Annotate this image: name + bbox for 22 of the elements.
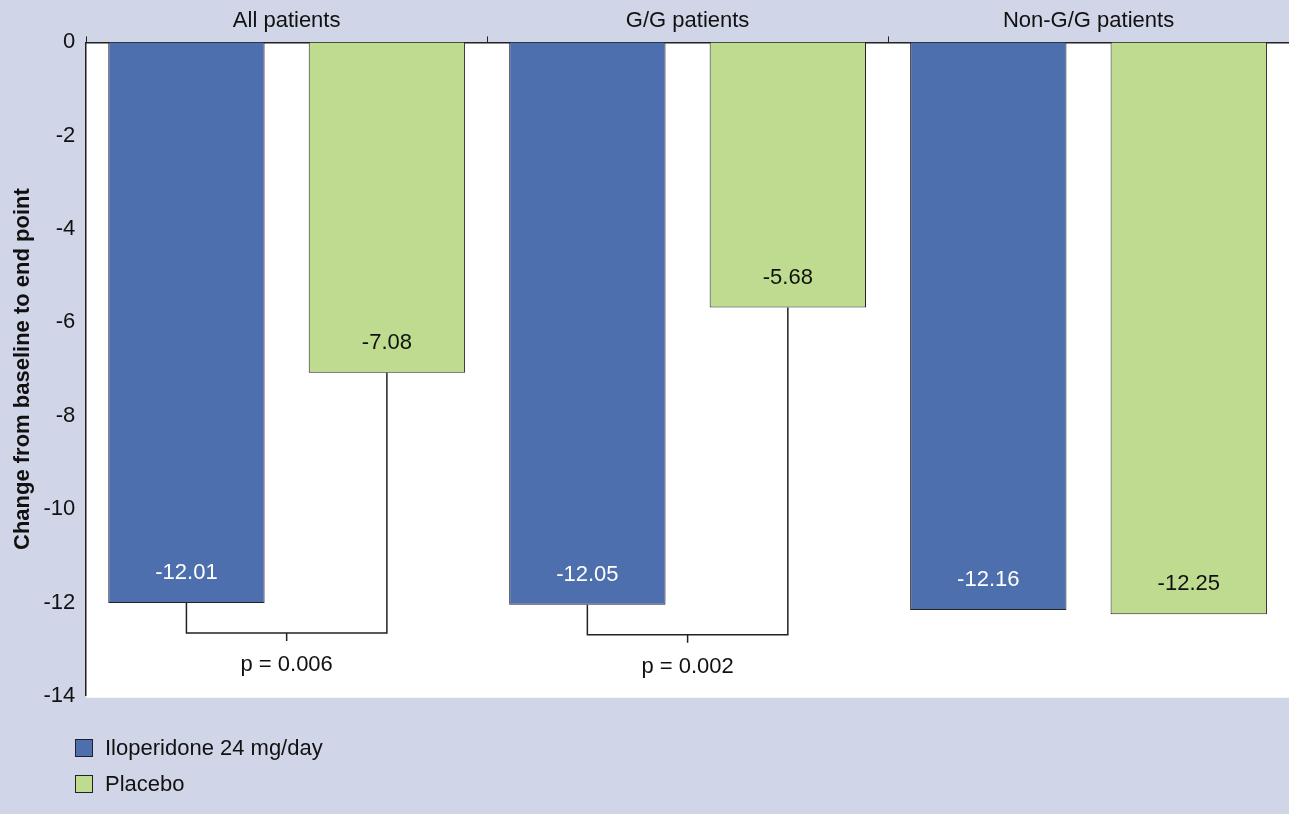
y-tick-label: -8 <box>55 401 76 427</box>
data-label: -5.68 <box>762 263 813 289</box>
legend-label: Iloperidone 24 mg/day <box>105 735 323 761</box>
data-label: -12.05 <box>556 560 619 586</box>
data-label: -12.25 <box>1157 570 1220 596</box>
y-axis-title: Change from baseline to end point <box>9 187 35 550</box>
y-tick-label: -10 <box>43 495 76 521</box>
y-tick-label: -12 <box>43 588 76 614</box>
y-tick-label: -14 <box>43 681 76 707</box>
x-tick-label: G/G patients <box>625 7 750 33</box>
data-label: -12.01 <box>155 558 218 584</box>
data-label: -12.16 <box>957 565 1020 591</box>
x-tick-label: Non-G/G patients <box>1002 7 1175 33</box>
y-tick-label: -6 <box>55 308 76 334</box>
y-tick-label: -4 <box>55 215 76 241</box>
legend-label: Placebo <box>105 771 185 797</box>
annotation: p = 0.006 <box>240 650 333 676</box>
x-tick-label: All patients <box>232 7 341 33</box>
y-tick-label: 0 <box>62 28 76 54</box>
annotation: p = 0.002 <box>641 652 734 678</box>
data-label: -7.08 <box>361 328 412 354</box>
y-tick-label: -2 <box>55 121 76 147</box>
